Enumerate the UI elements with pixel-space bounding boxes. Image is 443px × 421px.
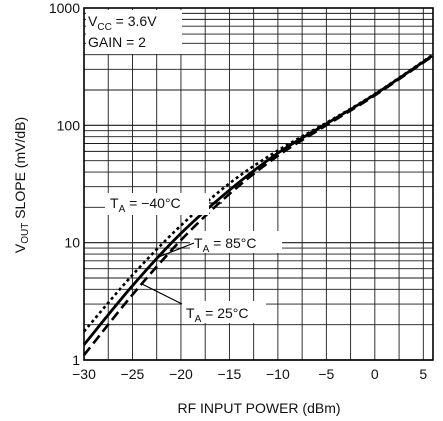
series-label-dashed-sub: A bbox=[203, 244, 210, 255]
x-tick-label: 5 bbox=[419, 366, 427, 382]
series-label-dashed-main: T bbox=[194, 235, 203, 251]
series-label-solid-rest: = 25°C bbox=[201, 305, 248, 321]
series-label-bg bbox=[182, 301, 266, 323]
series-line-dotted bbox=[83, 54, 433, 333]
y-axis-title-v: V bbox=[12, 243, 28, 253]
condition-vcc-main: V bbox=[88, 13, 98, 29]
series-label-dashed-rest: = 85°C bbox=[209, 235, 256, 251]
x-tick-label: −20 bbox=[169, 366, 193, 382]
leader-line bbox=[141, 283, 183, 305]
y-axis-title-rest: SLOPE (mV/dB) bbox=[12, 117, 28, 223]
y-tick-label: 10 bbox=[64, 235, 80, 251]
series-label-bg bbox=[105, 193, 209, 215]
series-label-bg bbox=[190, 231, 282, 253]
x-axis-title: RF INPUT POWER (dBm) bbox=[177, 400, 340, 416]
series-label-dotted-rest: = −40°C bbox=[125, 195, 180, 211]
y-tick-label: 100 bbox=[57, 117, 81, 133]
series-line-dashed bbox=[82, 55, 433, 356]
series-label-dashed: TA = 85°C bbox=[194, 235, 256, 255]
leader-line bbox=[155, 242, 195, 259]
condition-gain: GAIN = 2 bbox=[88, 34, 146, 50]
x-tick-label: −10 bbox=[266, 366, 290, 382]
series-label-solid-sub: A bbox=[195, 314, 202, 325]
y-axis-title-sub: OUT bbox=[20, 223, 31, 244]
x-tick-label: −25 bbox=[121, 366, 145, 382]
x-tick-label: −15 bbox=[218, 366, 242, 382]
series-label-solid-main: T bbox=[186, 305, 195, 321]
condition-gain-main: GAIN = 2 bbox=[88, 34, 146, 50]
y-axis-title: VOUT SLOPE (mV/dB) bbox=[12, 117, 31, 253]
conditions-box bbox=[86, 10, 182, 54]
series-label-dotted-sub: A bbox=[119, 204, 126, 215]
series-layer bbox=[82, 54, 433, 356]
series-label-dotted: TA = −40°C bbox=[110, 195, 181, 215]
series-label-solid: TA = 25°C bbox=[186, 305, 248, 325]
y-tick-label: 1 bbox=[72, 352, 80, 368]
series-label-dotted-main: T bbox=[110, 195, 119, 211]
x-tick-label: 0 bbox=[371, 366, 379, 382]
x-tick-label: −30 bbox=[72, 366, 96, 382]
condition-vcc-rest: = 3.6V bbox=[112, 13, 157, 29]
y-tick-label: 1000 bbox=[49, 0, 80, 16]
condition-vcc: VCC = 3.6V bbox=[88, 13, 157, 33]
tick-label-layer: −30 −25 −20 −15 −10 −5 0 5 1 10 100 1000 bbox=[49, 0, 428, 382]
x-tick-label: −5 bbox=[318, 366, 334, 382]
condition-vcc-sub: CC bbox=[97, 22, 111, 33]
plot-frame bbox=[83, 7, 434, 361]
